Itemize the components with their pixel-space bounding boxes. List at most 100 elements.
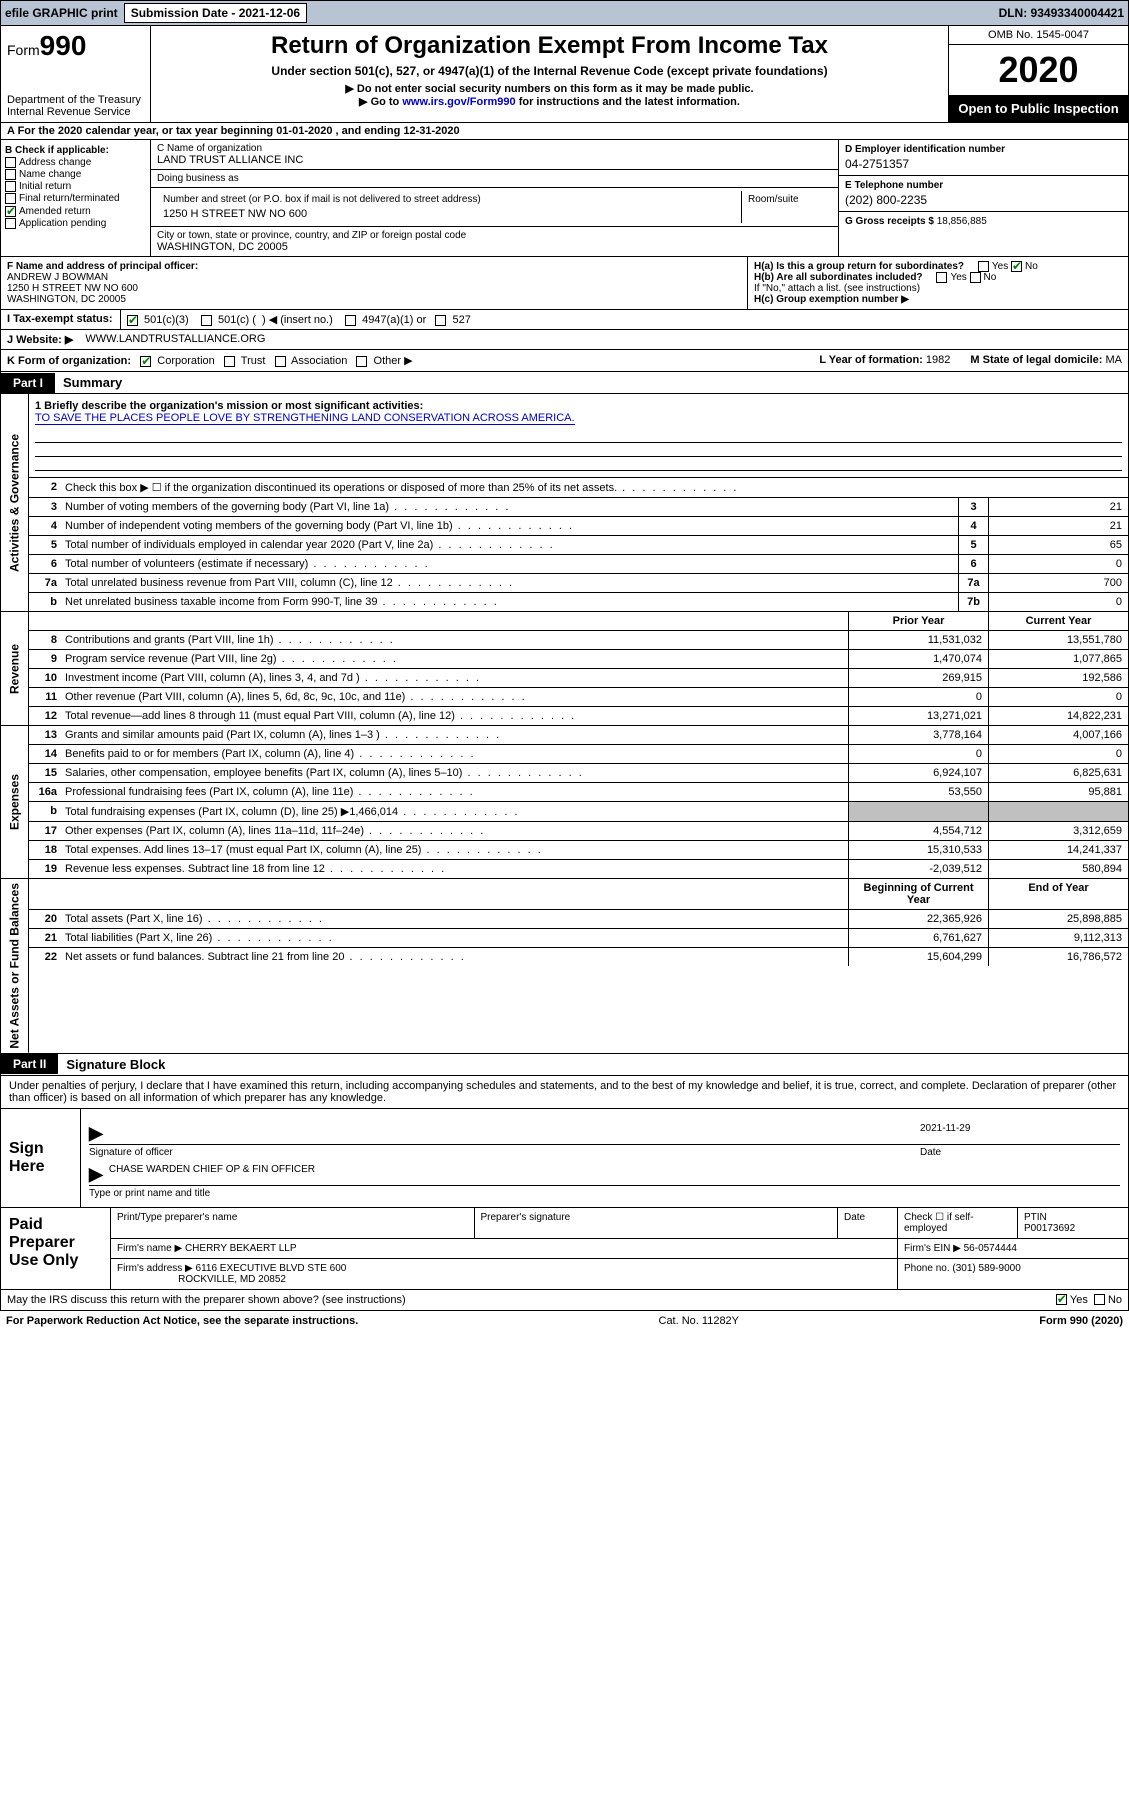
row-j: J Website: ▶ WWW.LANDTRUSTALLIANCE.ORG: [0, 330, 1129, 350]
chk-501c3[interactable]: [127, 315, 138, 326]
line-desc: Program service revenue (Part VIII, line…: [61, 650, 848, 668]
form-org-label: K Form of organization: Corporation Trus…: [7, 354, 413, 367]
officer-typed-name: CHASE WARDEN CHIEF OP & FIN OFFICER: [109, 1164, 315, 1185]
sign-here-grid: Sign Here ▶ 2021-11-29 Signature of offi…: [1, 1109, 1128, 1207]
chk-discuss-no[interactable]: [1094, 1294, 1105, 1305]
chk-name-change[interactable]: Name change: [5, 169, 146, 180]
preparer-grid: Paid Preparer Use Only Print/Type prepar…: [1, 1207, 1128, 1289]
end-year-hdr: End of Year: [988, 879, 1128, 909]
dept-treasury: Department of the Treasury Internal Reve…: [7, 94, 144, 118]
k-label: K Form of organization:: [7, 355, 131, 367]
governance-section: Activities & Governance 1 Briefly descri…: [0, 394, 1129, 612]
prior-val: 6,761,627: [848, 929, 988, 947]
irs-label: Internal Revenue Service: [7, 106, 144, 118]
arrow-icon2: ▶: [89, 1164, 103, 1185]
chk-amended-return[interactable]: Amended return: [5, 206, 146, 217]
current-val: 9,112,313: [988, 929, 1128, 947]
current-val: 192,586: [988, 669, 1128, 687]
dba-label: Doing business as: [157, 173, 832, 184]
line-num: 10: [29, 669, 61, 687]
line-num: 13: [29, 726, 61, 744]
section-b: B Check if applicable: Address change Na…: [1, 140, 151, 256]
line-desc: Total number of volunteers (estimate if …: [61, 555, 958, 573]
chk-corporation[interactable]: [140, 356, 151, 367]
form990-link[interactable]: www.irs.gov/Form990: [402, 96, 515, 108]
fin-line-11: 11Other revenue (Part VIII, column (A), …: [29, 688, 1128, 707]
vtab-governance: Activities & Governance: [1, 394, 29, 611]
prior-val: 53,550: [848, 783, 988, 801]
line-num: 2: [29, 478, 61, 497]
dln-label: DLN: 93493340004421: [999, 6, 1124, 20]
line-desc: Total expenses. Add lines 13–17 (must eq…: [61, 841, 848, 859]
fin-line-9: 9Program service revenue (Part VIII, lin…: [29, 650, 1128, 669]
line-num: 22: [29, 948, 61, 966]
form-990-footer: Form 990 (2020): [1039, 1315, 1123, 1327]
chk-amended-label: Amended return: [19, 206, 91, 217]
line-val: 700: [988, 574, 1128, 592]
chk-association[interactable]: [275, 356, 286, 367]
section-c: C Name of organization LAND TRUST ALLIAN…: [151, 140, 838, 256]
prior-val: 22,365,926: [848, 910, 988, 928]
phone-label: E Telephone number: [845, 180, 943, 191]
chk-address-change[interactable]: Address change: [5, 157, 146, 168]
firm-addr-row: Firm's address ▶ 6116 EXECUTIVE BLVD STE…: [111, 1259, 1128, 1289]
line-desc: Total liabilities (Part X, line 26): [61, 929, 848, 947]
form-990-number: 990: [40, 30, 87, 61]
chk-application-pending[interactable]: Application pending: [5, 218, 146, 229]
suite-box: Room/suite: [742, 191, 832, 223]
name-title-label: Type or print name and title: [89, 1188, 1120, 1199]
phone-value: (202) 800-2235: [845, 193, 1122, 207]
street-label: Number and street (or P.O. box if mail i…: [157, 191, 741, 208]
fin-line-22: 22Net assets or fund balances. Subtract …: [29, 948, 1128, 966]
line-desc: Professional fundraising fees (Part IX, …: [61, 783, 848, 801]
chk-final-label: Final return/terminated: [19, 194, 120, 205]
line-num: 21: [29, 929, 61, 947]
prior-val: 15,310,533: [848, 841, 988, 859]
chk-527[interactable]: [435, 315, 446, 326]
line-num: 18: [29, 841, 61, 859]
chk-pending-label: Application pending: [19, 218, 106, 229]
current-val: 1,077,865: [988, 650, 1128, 668]
line-num: 14: [29, 745, 61, 763]
chk-501c[interactable]: [201, 315, 212, 326]
line-num: b: [29, 593, 61, 611]
line-desc: Net assets or fund balances. Subtract li…: [61, 948, 848, 966]
org-name-value: LAND TRUST ALLIANCE INC: [157, 154, 832, 166]
org-name-label: C Name of organization: [157, 143, 832, 154]
phone-label2: Phone no.: [904, 1263, 950, 1274]
ha-row: H(a) Is this a group return for subordin…: [754, 261, 1122, 272]
line-desc: Salaries, other compensation, employee b…: [61, 764, 848, 782]
ein-label2: Firm's EIN ▶: [904, 1243, 961, 1254]
begin-year-hdr: Beginning of Current Year: [848, 879, 988, 909]
line-desc: Check this box ▶ ☐ if the organization d…: [61, 478, 1128, 497]
part2-tag: Part II: [1, 1054, 58, 1074]
chk-other[interactable]: [356, 356, 367, 367]
chk-4947[interactable]: [345, 315, 356, 326]
tax-exempt-opts: 501(c)(3) 501(c) ( ) ◀ (insert no.) 4947…: [121, 310, 748, 329]
chk-discuss-yes[interactable]: [1056, 1294, 1067, 1305]
line-val: 21: [988, 498, 1128, 516]
gov-line-7a: 7aTotal unrelated business revenue from …: [29, 574, 1128, 593]
header-center: Return of Organization Exempt From Incom…: [151, 26, 948, 122]
current-val: 14,822,231: [988, 707, 1128, 725]
line-num: 11: [29, 688, 61, 706]
prior-year-hdr: Prior Year: [848, 612, 988, 630]
line-desc: Investment income (Part VIII, column (A)…: [61, 669, 848, 687]
line-desc: Contributions and grants (Part VIII, lin…: [61, 631, 848, 649]
chk-initial-return[interactable]: Initial return: [5, 181, 146, 192]
chk-final-return[interactable]: Final return/terminated: [5, 193, 146, 204]
street-row: Number and street (or P.O. box if mail i…: [151, 188, 838, 227]
part2-header: Part II Signature Block: [0, 1054, 1129, 1076]
hc-label: H(c) Group exemption number ▶: [754, 294, 909, 305]
header-right: OMB No. 1545-0047 2020 Open to Public In…: [948, 26, 1128, 122]
firm-label: Firm's name ▶: [117, 1243, 182, 1254]
line-desc: Benefits paid to or for members (Part IX…: [61, 745, 848, 763]
line-desc: Total revenue—add lines 8 through 11 (mu…: [61, 707, 848, 725]
line-box: 6: [958, 555, 988, 573]
current-val: 6,825,631: [988, 764, 1128, 782]
prior-val: 3,778,164: [848, 726, 988, 744]
chk-trust[interactable]: [224, 356, 235, 367]
gross-label: G Gross receipts $: [845, 216, 934, 227]
gov-line-4: 4Number of independent voting members of…: [29, 517, 1128, 536]
row-i: I Tax-exempt status: 501(c)(3) 501(c) ( …: [0, 310, 1129, 330]
